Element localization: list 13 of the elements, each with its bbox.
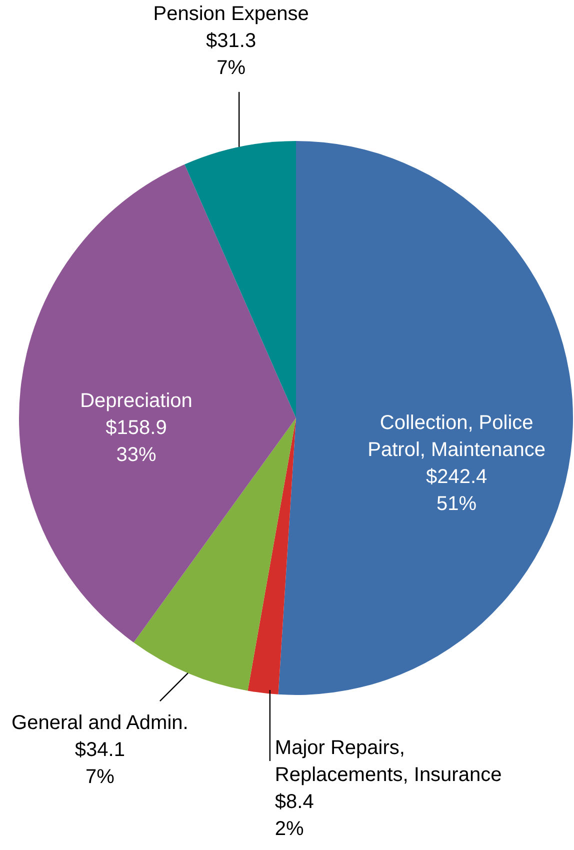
pie-slice: [19, 164, 296, 642]
data-label: $242.4 51%: [426, 466, 488, 516]
data-label: $31.3 7%: [206, 30, 256, 79]
slice-label: Pension Expense: [153, 2, 309, 25]
pie-slice: [248, 418, 296, 694]
data-label: $8.4 2%: [274, 791, 314, 840]
data-label: $158.9 33%: [106, 416, 167, 466]
slice-label: General and Admin.: [12, 712, 188, 734]
slice-label: Collection, Police Patrol, Maintenance: [368, 412, 546, 462]
pie-slice: [278, 141, 573, 694]
data-label: $34.1 7%: [74, 739, 125, 788]
slice-label: Major Repairs, Replacements, Insurance: [274, 737, 502, 786]
slice-label: Depreciation: [80, 390, 192, 412]
